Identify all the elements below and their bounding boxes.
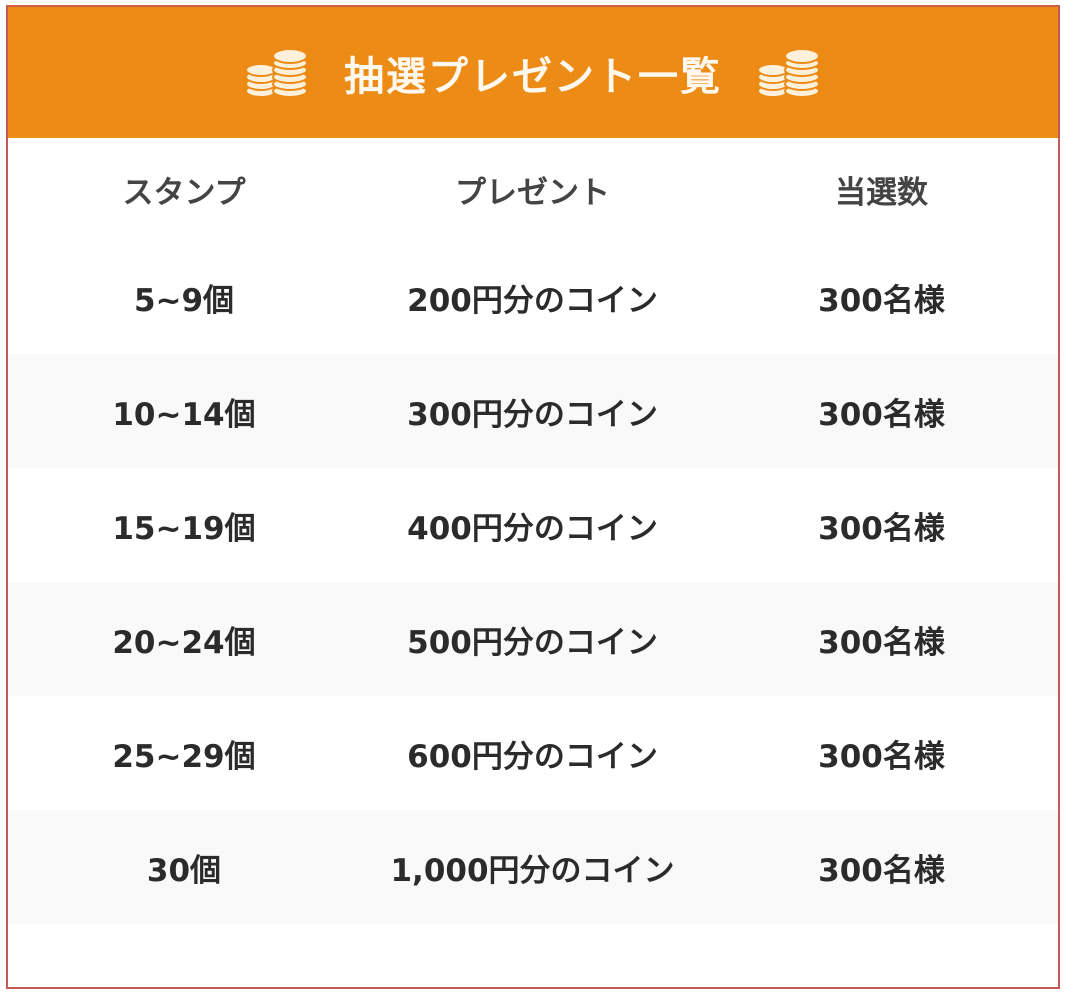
cell-stamp: 15~19個 bbox=[112, 510, 256, 547]
coins-icon bbox=[245, 47, 308, 98]
table-row: 5~9個 200円分のコイン 300名様 bbox=[8, 240, 1058, 354]
cell-present: 1,000円分のコイン bbox=[390, 852, 675, 889]
cell-present: 400円分のコイン bbox=[407, 510, 658, 547]
column-header-present: プレゼント bbox=[455, 174, 610, 211]
table-row: 30個 1,000円分のコイン 300名様 bbox=[8, 810, 1058, 924]
panel-header: 抽選プレゼント一覧 bbox=[8, 7, 1058, 138]
cell-winners: 300名様 bbox=[818, 624, 945, 661]
cell-stamp: 30個 bbox=[146, 852, 222, 889]
cell-present: 200円分のコイン bbox=[407, 282, 658, 319]
cell-winners: 300名様 bbox=[818, 282, 945, 319]
cell-winners: 300名様 bbox=[818, 852, 945, 889]
cell-winners: 300名様 bbox=[818, 738, 945, 775]
table-header: スタンプ プレゼント 当選数 bbox=[8, 138, 1058, 240]
cell-winners: 300名様 bbox=[818, 510, 945, 547]
cell-present: 500円分のコイン bbox=[407, 624, 658, 661]
table-row: 15~19個 400円分のコイン 300名様 bbox=[8, 468, 1058, 582]
table-row: 25~29個 600円分のコイン 300名様 bbox=[8, 696, 1058, 810]
cell-present: 600円分のコイン bbox=[407, 738, 658, 775]
cell-stamp: 25~29個 bbox=[112, 738, 256, 775]
present-list-panel: 抽選プレゼント一覧 スタンプ プレゼント 当選数 5~9個 200円分のコイン 30… bbox=[6, 5, 1060, 989]
cell-stamp: 20~24個 bbox=[112, 624, 256, 661]
cell-stamp: 10~14個 bbox=[112, 396, 256, 433]
panel-title: 抽選プレゼント一覧 bbox=[344, 53, 722, 100]
cell-stamp: 5~9個 bbox=[133, 282, 235, 319]
table-row: 20~24個 500円分のコイン 300名様 bbox=[8, 582, 1058, 696]
column-header-stamp: スタンプ bbox=[122, 174, 246, 211]
cell-winners: 300名様 bbox=[818, 396, 945, 433]
column-header-winners: 当選数 bbox=[835, 174, 928, 211]
coins-icon bbox=[757, 47, 820, 98]
cell-present: 300円分のコイン bbox=[407, 396, 658, 433]
table-row: 10~14個 300円分のコイン 300名様 bbox=[8, 354, 1058, 468]
